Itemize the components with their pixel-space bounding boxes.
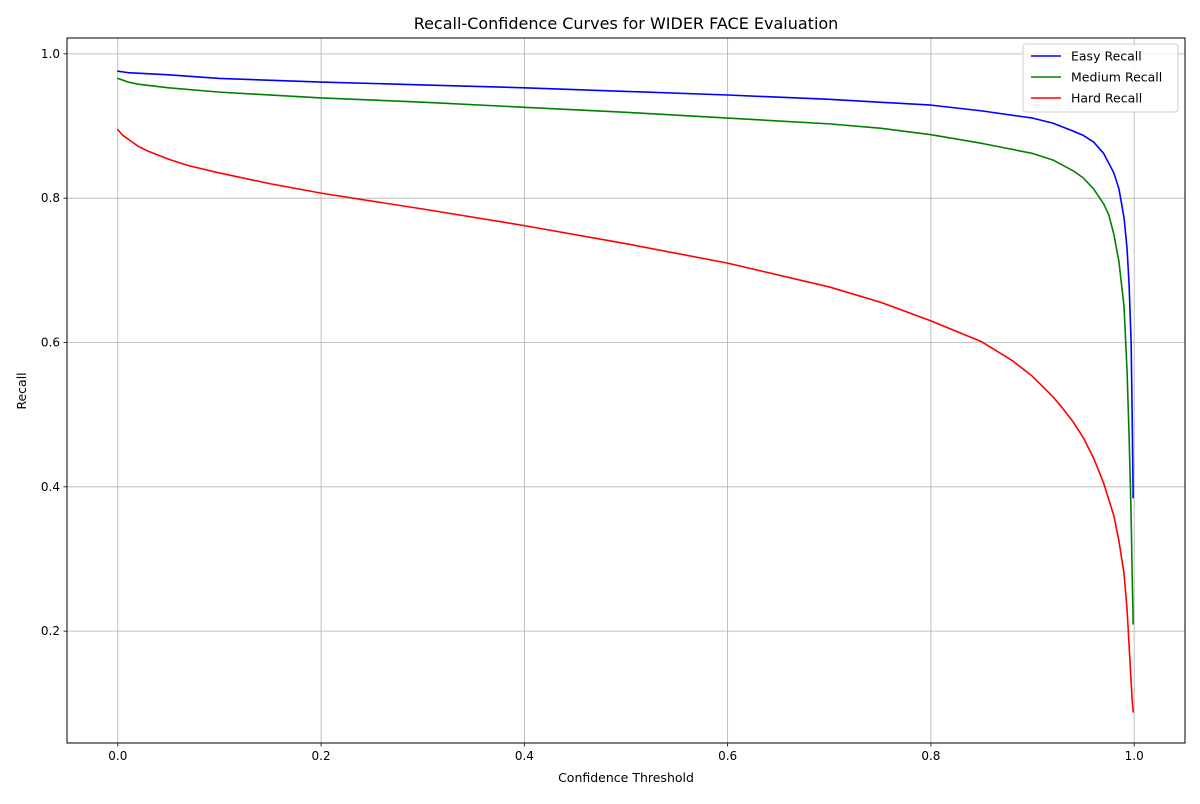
series-layer bbox=[117, 70, 1134, 713]
y-tick-label: 0.2 bbox=[41, 624, 60, 638]
x-tick-label: 0.2 bbox=[312, 749, 331, 763]
easy-recall-line bbox=[117, 70, 1134, 499]
medium-recall-line bbox=[117, 77, 1134, 625]
x-axis-title: Confidence Threshold bbox=[558, 770, 694, 785]
x-tick-label: 0.4 bbox=[515, 749, 534, 763]
chart-title: Recall-Confidence Curves for WIDER FACE … bbox=[414, 14, 839, 33]
y-tick-label: 0.6 bbox=[41, 336, 60, 350]
tick-layer: 0.0 0.2 0.4 0.6 0.8 1.0 0.2 0.4 0.6 0.8 1.0 bbox=[41, 47, 1144, 763]
x-tick-label: 0.0 bbox=[108, 749, 127, 763]
y-axis-title: Recall bbox=[14, 372, 29, 409]
hard-recall-legend-label: Hard Recall bbox=[1071, 91, 1142, 106]
x-tick-label: 1.0 bbox=[1125, 749, 1144, 763]
plot-frame bbox=[66, 37, 1186, 744]
grid-layer bbox=[67, 38, 1185, 743]
easy-recall-legend-label: Easy Recall bbox=[1071, 49, 1142, 64]
x-tick-label: 0.8 bbox=[921, 749, 940, 763]
y-tick-label: 0.4 bbox=[41, 480, 60, 494]
hard-recall-line bbox=[117, 128, 1134, 713]
medium-recall-legend-label: Medium Recall bbox=[1071, 70, 1162, 85]
y-tick-label: 0.8 bbox=[41, 191, 60, 205]
legend: Easy Recall Medium Recall Hard Recall bbox=[1022, 43, 1179, 113]
legend-box bbox=[1022, 43, 1179, 113]
x-tick-label: 0.6 bbox=[718, 749, 737, 763]
y-tick-label: 1.0 bbox=[41, 47, 60, 61]
